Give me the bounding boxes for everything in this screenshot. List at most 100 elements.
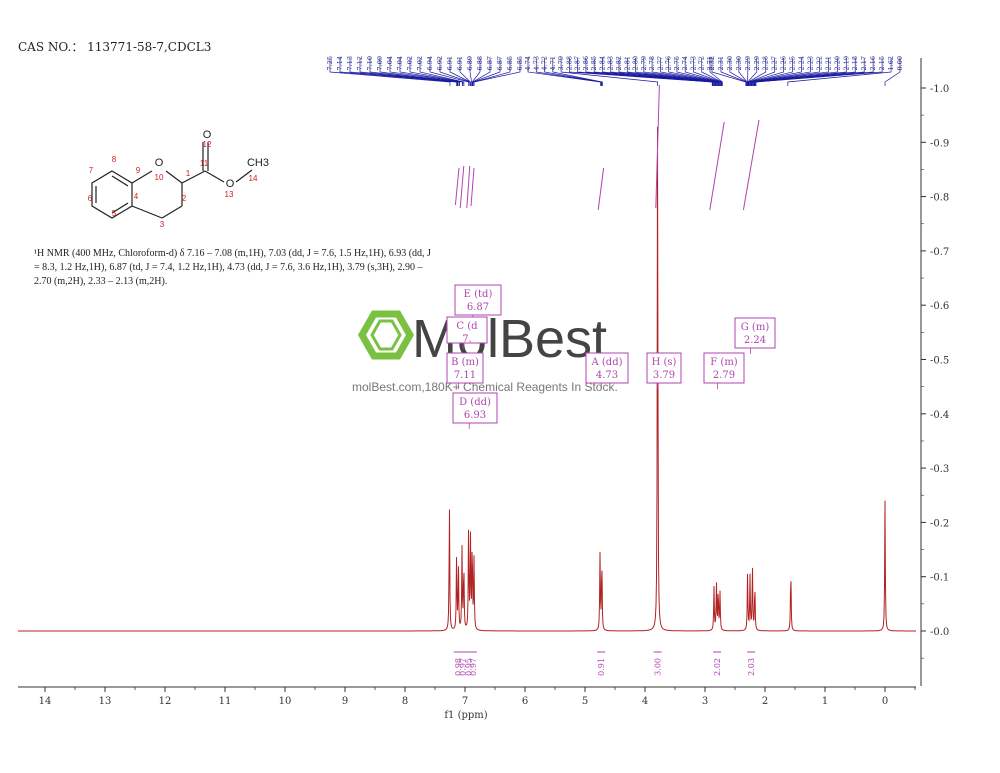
shift-connector: [419, 58, 465, 86]
shift-connector: [709, 58, 723, 86]
integration-value: 0.97: [459, 658, 468, 676]
atom-number: 12: [203, 140, 212, 149]
bond: [165, 170, 183, 184]
shift-connector: [618, 58, 717, 86]
chemical-structure: [91, 142, 253, 219]
multiplet-letter: F (m): [710, 357, 738, 368]
integration-curve: [454, 167, 460, 206]
shift-connector: [643, 58, 718, 86]
shift-connector: [752, 58, 838, 86]
integration-value: 0.95: [465, 658, 474, 676]
multiplet-shift: 4.73: [596, 370, 618, 381]
shift-connector: [585, 58, 714, 86]
shift-connector: [676, 58, 721, 86]
shift-connector: [660, 58, 720, 86]
atom-number: 7: [89, 166, 94, 175]
integration-value: 0.91: [597, 658, 606, 676]
molbest-logo-icon: [357, 310, 415, 360]
y-tick-label: -0.2: [930, 518, 949, 529]
shift-connector: [750, 58, 802, 86]
shift-connector: [753, 58, 847, 86]
bond: [131, 170, 153, 184]
multiplet-letter: B (m): [451, 357, 479, 368]
integration-curve: [742, 119, 760, 211]
chart-axes: 14 13 12 11 10 9 8 7 6 5 4 3 2 1 0-0.0-0.1-0.2-0.3-0.4…: [18, 58, 949, 707]
x-tick-label: 6: [522, 696, 528, 707]
multiplet-box: [446, 352, 484, 384]
x-tick-label: 7: [462, 696, 468, 707]
x-axis-label: f1 (ppm): [444, 710, 487, 721]
atom-number: 4: [134, 192, 139, 201]
multiplet-letter: D (dd): [459, 397, 491, 408]
shift-connector: [459, 58, 471, 86]
x-tick-label: 12: [159, 696, 172, 707]
integration-curve: [470, 167, 475, 207]
multiplet-letter: C (d: [456, 321, 478, 332]
integration-curves: [454, 84, 760, 211]
atom-number: 6: [88, 194, 93, 203]
shift-connector: [754, 58, 865, 86]
shift-connector: [651, 58, 719, 86]
atom-number: 8: [112, 155, 117, 164]
x-tick-label: 8: [402, 696, 408, 707]
multiplet-letter: H (s): [652, 357, 677, 368]
multiplet-box: [734, 317, 776, 349]
shift-connector: [711, 58, 747, 86]
shift-connector: [749, 58, 784, 86]
y-tick-label: -0.6: [930, 301, 949, 312]
shift-connector: [755, 58, 883, 86]
nmr-description: ¹H NMR (400 MHz, Chloroform-d) δ 7.16 – …: [34, 248, 431, 287]
x-tick-label: 9: [342, 696, 348, 707]
multiplet-shift: 3.79: [653, 370, 675, 381]
x-tick-label: 11: [219, 696, 232, 707]
multiplet-shift: 6.87: [467, 302, 489, 313]
shift-connector: [701, 58, 723, 86]
shift-connector: [684, 58, 721, 86]
atom-label: O: [203, 129, 212, 141]
multiplet-box: [585, 352, 629, 384]
atom-label: CH3: [247, 157, 269, 169]
atom-number: 9: [136, 166, 141, 175]
y-tick-label: -0.3: [930, 464, 949, 475]
integration-value: 0.98: [454, 658, 463, 676]
x-tick-label: 2: [762, 696, 768, 707]
multiplet-shift: 7.11: [454, 370, 476, 381]
shift-connector: [755, 58, 874, 86]
shift-connector: [359, 58, 459, 86]
multiplet-box: [446, 316, 488, 344]
multiplet-letter: E (td): [464, 289, 493, 300]
atom-label: O: [226, 178, 235, 190]
shift-connector: [469, 58, 472, 86]
x-tick-label: 1: [822, 696, 828, 707]
x-tick-label: 3: [702, 696, 708, 707]
bond: [235, 169, 253, 183]
y-tick-label: -0.7: [930, 247, 949, 258]
shift-connector: [369, 58, 460, 86]
atom-number: 3: [160, 220, 165, 229]
peak-shift-lines: 7.25 7.14 7.13 7.12 7.10 7.09 7.04 7.04 7.02 7.02…: [326, 56, 904, 86]
shift-connector: [626, 58, 717, 86]
shift-connector: [439, 58, 471, 86]
y-tick-label: -0.1: [930, 573, 949, 584]
shift-connector: [471, 58, 481, 86]
y-tick-label: -0.4: [930, 410, 949, 421]
x-tick-label: 0: [882, 696, 888, 707]
shift-connector: [329, 58, 451, 86]
integration-value: 2.02: [713, 658, 722, 676]
x-tick-label: 4: [642, 696, 648, 707]
shift-connector: [339, 58, 457, 86]
atom-number: 11: [200, 159, 209, 168]
multiplet-letter: A (dd): [590, 357, 622, 368]
atom-number: 2: [182, 194, 187, 203]
shift-connector: [693, 58, 722, 86]
shift-connector: [602, 58, 715, 86]
integration-labels: 0.980.970.950.97 0.91 3.00 2.02 2.03: [453, 651, 756, 676]
shift-connector: [753, 58, 856, 86]
integration-curve: [597, 167, 605, 211]
multiplet-shift: 2.24: [744, 335, 766, 346]
atom-number: 10: [155, 173, 164, 182]
shift-connector: [552, 58, 603, 86]
shift-connector: [610, 58, 716, 86]
